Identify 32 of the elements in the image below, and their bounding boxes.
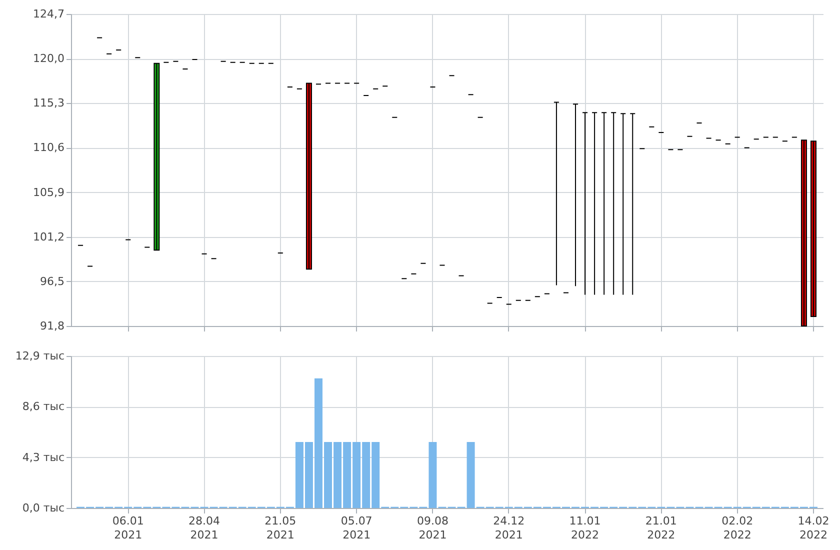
y-tick-label: 124,7 [33, 8, 64, 20]
candlestick [306, 82, 312, 270]
x-tick-label: 05.07 2021 [340, 514, 372, 542]
y-tick-label: 91,8 [40, 320, 64, 332]
candlestick [610, 112, 617, 296]
x-tick-label: 24.12 2021 [493, 514, 525, 542]
candlestick [572, 104, 579, 287]
x-tick-label: 09.08 2021 [416, 514, 448, 542]
y-tick-label: 101,2 [33, 230, 64, 244]
x-tick-label: 21.01 2022 [645, 514, 677, 542]
y-tick-label: 115,3 [33, 96, 64, 110]
y-tick-label: 110,6 [33, 141, 64, 154]
y-tick-label: 4,3 тыс [22, 450, 64, 464]
x-tick-label: 11.01 2022 [569, 514, 601, 542]
x-tick-label: 21.05 2021 [264, 514, 296, 542]
y-tick-label: 12,9 тыс [15, 350, 64, 362]
y-tick-label: 0,0 тыс [22, 502, 64, 514]
x-tick-label: 02.02 2022 [722, 514, 754, 542]
candlestick [601, 112, 608, 296]
candlestick [620, 113, 626, 296]
y-tick-label: 105,9 [33, 186, 64, 199]
candlestick [592, 112, 598, 296]
y-tick-label: 120,0 [33, 52, 64, 66]
x-tick-label: 14.02 2022 [798, 514, 830, 542]
candlestick [630, 113, 636, 296]
y-tick-label: 8,6 тыс [22, 400, 64, 414]
x-tick-label: 06.01 2021 [112, 514, 144, 542]
y-tick-label: 96,5 [40, 274, 64, 288]
x-tick-label: 28.04 2021 [188, 514, 220, 542]
candlestick [553, 102, 560, 286]
candlestick [800, 140, 807, 326]
candlestick [154, 62, 160, 251]
